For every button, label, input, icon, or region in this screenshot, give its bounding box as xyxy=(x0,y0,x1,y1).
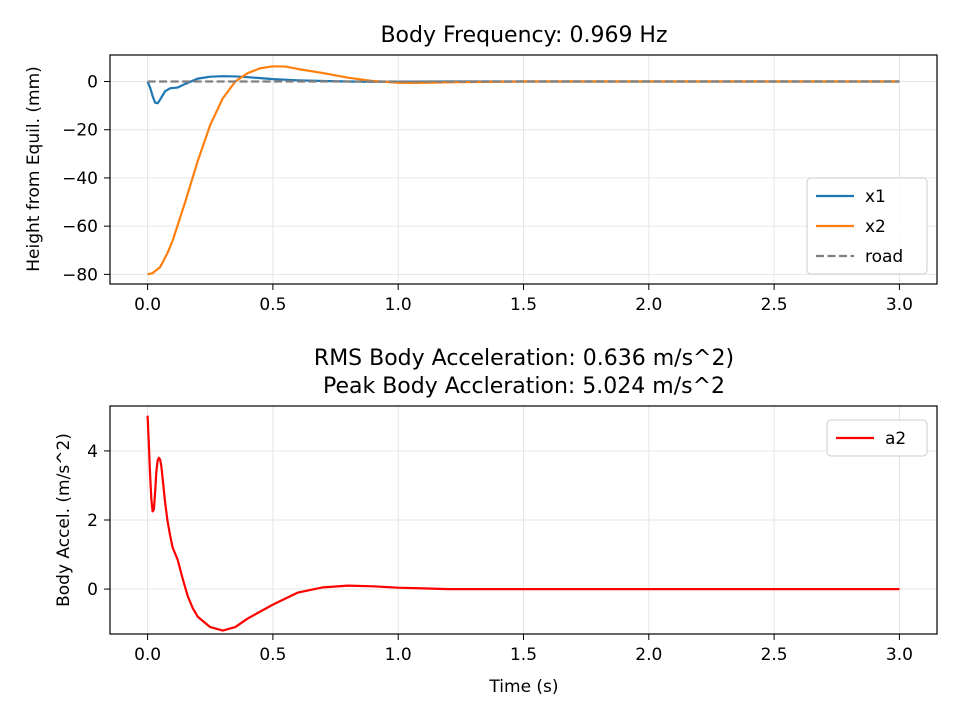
subplot-accel-title-line-1: RMS Body Acceleration: 0.636 m/s^2) xyxy=(314,346,734,371)
subplot-accel-xtick-label: 2.0 xyxy=(635,645,662,665)
legend-x2-label: x2 xyxy=(865,217,886,237)
subplot-accel: RMS Body Acceleration: 0.636 m/s^2) Peak… xyxy=(54,346,938,697)
subplot-accel-xtick-label: 2.5 xyxy=(761,645,788,665)
subplot-accel-title-line-2: Peak Body Accleration: 5.024 m/s^2 xyxy=(323,374,725,399)
subplot-accel-ytick-label: 4 xyxy=(87,442,98,462)
series-x2-line xyxy=(147,65,900,276)
subplot-accel-ticks: 0.0 0.5 1.0 1.5 2.0 2.5 3.0 4 2 0 xyxy=(87,442,913,665)
subplot-accel-xlabel: Time (s) xyxy=(488,677,558,697)
subplot-height-legend-box xyxy=(806,177,928,275)
subplot-height-legend: x1 x2 road xyxy=(806,177,928,275)
subplot-accel-legend: a2 xyxy=(826,419,928,457)
subplot-accel-xtick-label: 0.0 xyxy=(134,645,161,665)
subplot-height-xtick-label: 0.0 xyxy=(134,295,161,315)
legend-road-label: road xyxy=(865,247,903,267)
legend-x1-label: x1 xyxy=(865,187,886,207)
subplot-height-ytick-label: 0 xyxy=(87,73,98,93)
subplot-accel-lines xyxy=(146,415,900,632)
subplot-height-xtick-label: 3.0 xyxy=(886,295,913,315)
subplot-height-grid xyxy=(110,55,937,284)
subplot-accel-xtick-label: 1.0 xyxy=(385,645,412,665)
subplot-height-title: Body Frequency: 0.969 Hz xyxy=(380,23,667,48)
subplot-height-ytick-label: −60 xyxy=(62,217,98,237)
subplot-accel-frame xyxy=(109,405,938,635)
subplot-height-ytick-label: −80 xyxy=(62,265,98,285)
subplot-height-xtick-label: 0.5 xyxy=(259,295,286,315)
series-a2-line xyxy=(146,415,900,632)
subplot-accel-ytick-label: 0 xyxy=(87,580,98,600)
subplot-height-ytick-label: −20 xyxy=(62,121,98,141)
subplot-height-xtick-label: 2.0 xyxy=(635,295,662,315)
subplot-accel-legend-box xyxy=(826,419,928,457)
subplot-accel-xtick-label: 1.5 xyxy=(510,645,537,665)
subplot-height-frame xyxy=(109,54,938,285)
subplot-height: Body Frequency: 0.969 Hz Height from Equ… xyxy=(24,23,938,315)
subplot-height-lines xyxy=(146,65,900,276)
subplot-height-xtick-label: 1.5 xyxy=(510,295,537,315)
subplot-height-xtick-label: 2.5 xyxy=(761,295,788,315)
subplot-accel-xtick-label: 3.0 xyxy=(886,645,913,665)
legend-a2-label: a2 xyxy=(885,429,906,449)
subplot-accel-ylabel: Body Accel. (m/s^2) xyxy=(54,433,74,607)
subplot-height-ticks: 0.0 0.5 1.0 1.5 2.0 2.5 3.0 0 −20 −40 −60 −80 xyxy=(62,73,913,315)
subplot-height-xtick-label: 1.0 xyxy=(385,295,412,315)
subplot-accel-ytick-label: 2 xyxy=(87,511,98,531)
subplot-height-ytick-label: −40 xyxy=(62,169,98,189)
subplot-height-ylabel: Height from Equil. (mm) xyxy=(24,66,44,272)
subplot-accel-xtick-label: 0.5 xyxy=(259,645,286,665)
